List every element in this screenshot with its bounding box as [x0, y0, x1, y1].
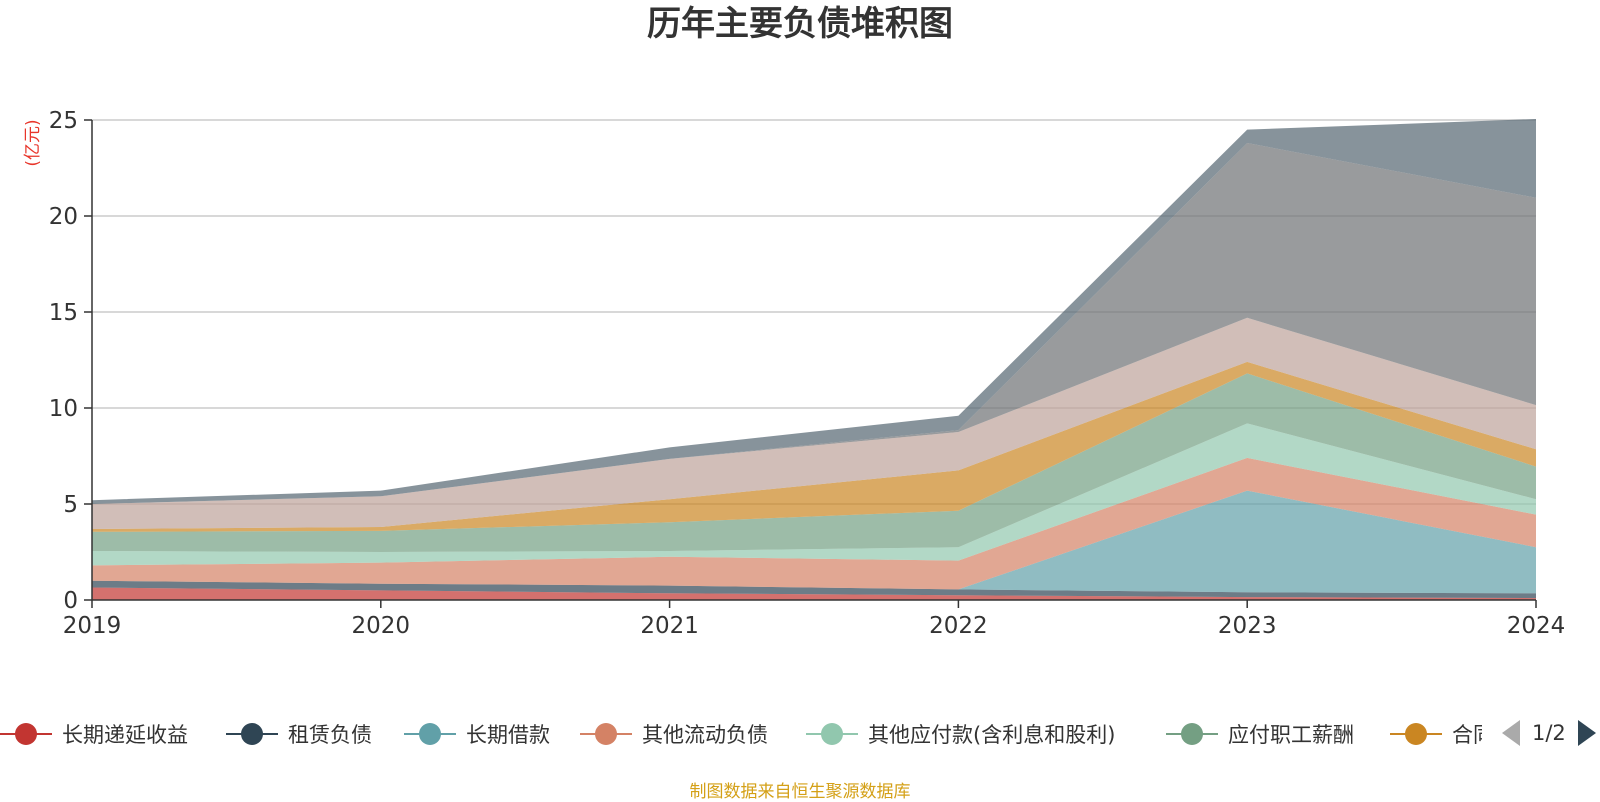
legend-marker-icon — [404, 723, 456, 745]
legend-item[interactable]: 其他流动负债 — [580, 710, 768, 758]
legend-item[interactable]: 长期递延收益 — [0, 710, 188, 758]
legend-pager: 1/2 — [1500, 715, 1598, 751]
legend-label: 应付职工薪酬 — [1228, 723, 1354, 747]
area-series — [92, 143, 1536, 504]
legend: 长期递延收益 租赁负债 长期借款 其他流动负债 其他应付款(含利息和股利) 应付职工薪酬 合… — [0, 710, 1482, 758]
legend-marker-icon — [226, 723, 278, 745]
y-tick-label: 20 — [49, 204, 78, 230]
chart-title: 历年主要负债堆积图 — [647, 4, 953, 44]
source-note: 制图数据来自恒生聚源数据库 — [689, 782, 911, 802]
area-series — [92, 317, 1536, 529]
legend-marker-icon — [1166, 723, 1218, 745]
y-tick-label: 5 — [63, 492, 78, 518]
stacked-areas — [92, 119, 1536, 600]
area-series — [92, 423, 1536, 566]
y-tick-label: 25 — [49, 108, 78, 134]
y-axis-unit-label: (亿元) — [23, 119, 43, 166]
area-series — [92, 373, 1536, 552]
prev-page-icon[interactable] — [1500, 718, 1522, 748]
legend-marker-icon — [1390, 723, 1442, 745]
y-tick-label: 15 — [49, 300, 78, 326]
x-tick-label: 2020 — [352, 613, 411, 639]
legend-label: 长期递延收益 — [62, 723, 188, 747]
legend-label: 其他应付款(含利息和股利) — [868, 723, 1116, 747]
legend-item[interactable]: 租赁负债 — [226, 710, 372, 758]
legend-marker-icon — [580, 723, 632, 745]
legend-item[interactable]: 长期借款 — [404, 710, 550, 758]
legend-item[interactable]: 合同负债 — [1390, 710, 1482, 758]
x-tick-label: 2019 — [63, 613, 122, 639]
area-series — [92, 587, 1536, 600]
area-series — [92, 490, 1536, 594]
legend-label: 租赁负债 — [288, 723, 372, 747]
x-tick-label: 2021 — [640, 613, 699, 639]
legend-label: 其他流动负债 — [642, 723, 768, 747]
area-series — [92, 119, 1536, 504]
x-tick-label: 2023 — [1218, 613, 1277, 639]
y-tick-label: 0 — [63, 588, 78, 614]
legend-label: 长期借款 — [466, 723, 550, 747]
legend-page-indicator: 1/2 — [1532, 721, 1566, 745]
area-series — [92, 457, 1536, 590]
legend-marker-icon — [806, 723, 858, 745]
area-series — [92, 580, 1536, 599]
axes: 0 5 10 15 20 25 2019 2020 2021 2022 2023 2024 — [49, 108, 1566, 639]
legend-marker-icon — [0, 723, 52, 745]
legend-label: 合同负债 — [1452, 723, 1482, 747]
legend-item[interactable]: 应付职工薪酬 — [1166, 710, 1354, 758]
x-tick-label: 2022 — [929, 613, 988, 639]
next-page-icon[interactable] — [1576, 718, 1598, 748]
y-tick-label: 10 — [49, 396, 78, 422]
legend-item[interactable]: 其他应付款(含利息和股利) — [806, 710, 1115, 758]
x-tick-label: 2024 — [1507, 613, 1566, 639]
area-series — [92, 361, 1536, 532]
